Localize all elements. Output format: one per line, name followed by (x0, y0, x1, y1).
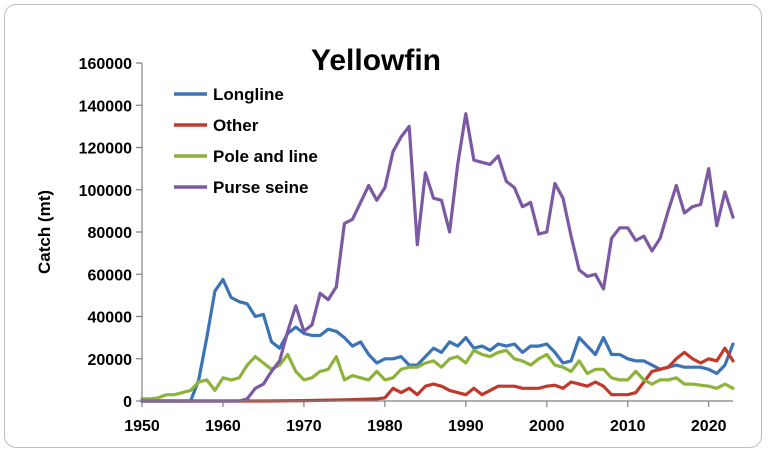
series-line-other (140, 346, 735, 403)
x-tick-label: 1990 (448, 418, 484, 435)
chart-frame (4, 4, 762, 448)
y-tick-label: 140000 (79, 98, 132, 115)
legend: Longline Other Pole and line Purse seine (174, 85, 318, 197)
y-tick-label: 40000 (88, 310, 133, 327)
y-tick-label: 160000 (79, 56, 132, 73)
x-tick-label: 2020 (691, 418, 727, 435)
y-tick-label: 120000 (79, 141, 132, 158)
series-line-longline (140, 277, 735, 403)
x-tick-label: 2000 (529, 418, 565, 435)
x-tick-label: 1970 (286, 418, 322, 435)
series-line-purse-seine (140, 112, 735, 403)
y-tick-label: 100000 (79, 183, 132, 200)
chart-title: Yellowfin (311, 44, 441, 77)
legend-label: Pole and line (213, 147, 318, 166)
series-line-pole-and-line (140, 348, 735, 401)
legend-label: Purse seine (213, 178, 308, 197)
x-tick-label: 1950 (124, 418, 160, 435)
y-tick-label: 20000 (88, 352, 133, 369)
legend-label: Longline (213, 85, 284, 104)
y-axis-label: Catch (mt) (35, 190, 54, 274)
x-tick-label: 1980 (367, 418, 403, 435)
x-tick-label: 2010 (610, 418, 646, 435)
y-tick-label: 0 (123, 394, 132, 411)
legend-label: Other (213, 116, 259, 135)
y-tick-label: 80000 (88, 225, 133, 242)
y-tick-label: 60000 (88, 267, 133, 284)
x-tick-label: 1960 (205, 418, 241, 435)
